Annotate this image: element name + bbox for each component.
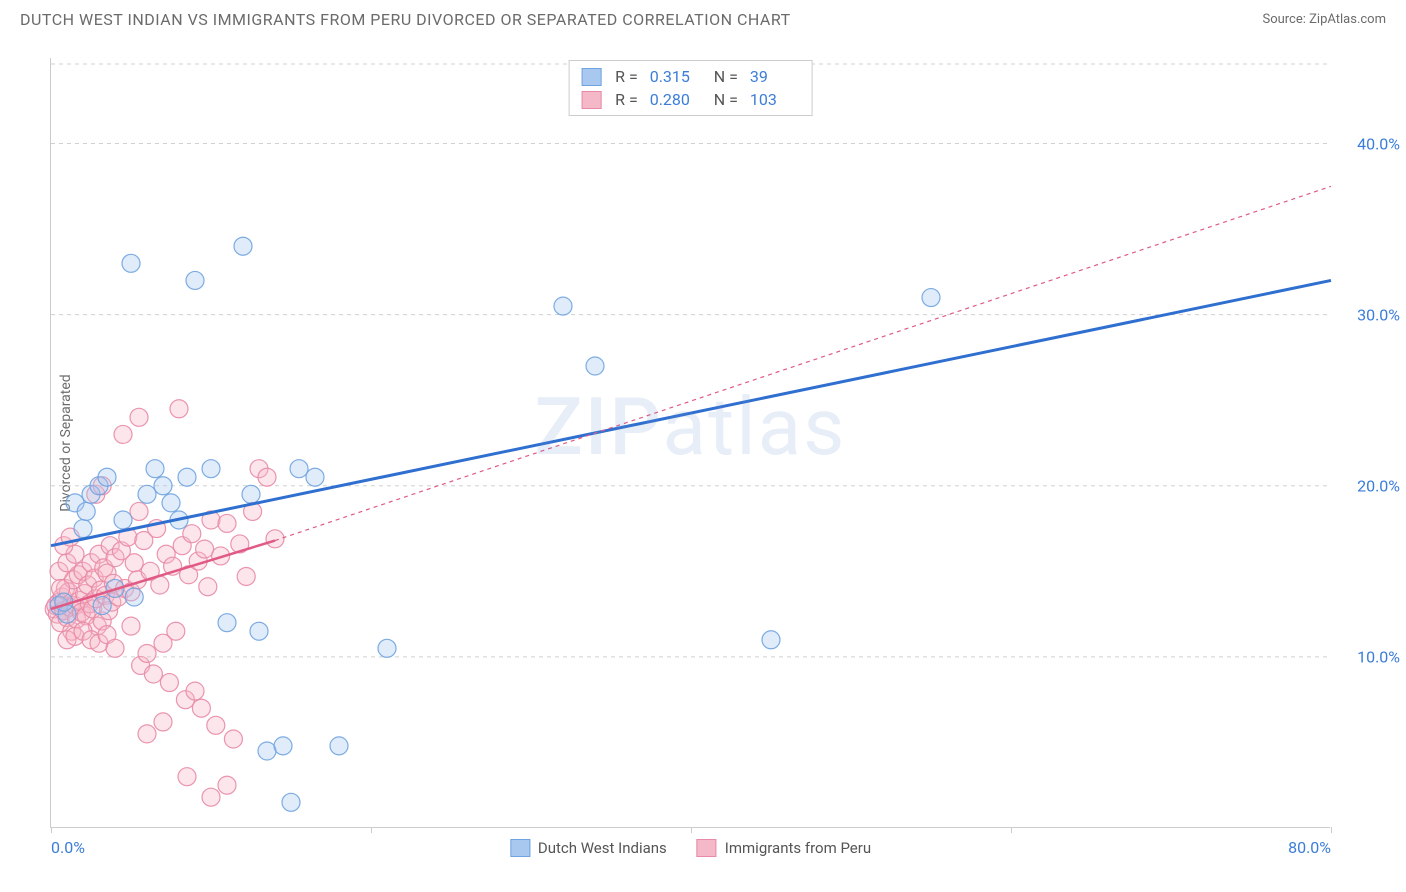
legend-item-dutch: Dutch West Indians bbox=[510, 839, 667, 857]
source-label: Source: ZipAtlas.com bbox=[1262, 12, 1386, 27]
y-tick-label: 20.0% bbox=[1357, 476, 1400, 495]
swatch-dutch bbox=[581, 68, 601, 86]
y-tick-label: 40.0% bbox=[1357, 134, 1400, 153]
scatter-svg bbox=[51, 58, 1330, 827]
swatch-peru-icon bbox=[697, 839, 717, 857]
legend-label-peru: Immigrants from Peru bbox=[725, 839, 871, 857]
n-value-peru: 103 bbox=[750, 90, 800, 109]
n-value-dutch: 39 bbox=[750, 67, 800, 86]
legend-row-peru: R = 0.280 N = 103 bbox=[581, 88, 800, 111]
n-label: N = bbox=[714, 90, 738, 109]
correlation-legend: R = 0.315 N = 39 R = 0.280 N = 103 bbox=[568, 60, 813, 116]
legend-label-dutch: Dutch West Indians bbox=[538, 839, 667, 857]
r-label: R = bbox=[615, 67, 638, 86]
legend-bottom: Dutch West Indians Immigrants from Peru bbox=[510, 839, 871, 857]
y-tick-label: 10.0% bbox=[1357, 647, 1400, 666]
n-label: N = bbox=[714, 67, 738, 86]
r-value-dutch: 0.315 bbox=[650, 67, 700, 86]
y-tick-label: 30.0% bbox=[1357, 305, 1400, 324]
r-value-peru: 0.280 bbox=[650, 90, 700, 109]
x-tick-label: 80.0% bbox=[1288, 838, 1331, 857]
chart-title: DUTCH WEST INDIAN VS IMMIGRANTS FROM PER… bbox=[20, 10, 791, 29]
swatch-dutch-icon bbox=[510, 839, 530, 857]
chart-plot-area: Divorced or Separated R = 0.315 N = 39 R… bbox=[50, 58, 1330, 828]
legend-row-dutch: R = 0.315 N = 39 bbox=[581, 65, 800, 88]
x-tick-label: 0.0% bbox=[51, 838, 85, 857]
r-label: R = bbox=[615, 90, 638, 109]
swatch-peru bbox=[581, 91, 601, 109]
legend-item-peru: Immigrants from Peru bbox=[697, 839, 871, 857]
